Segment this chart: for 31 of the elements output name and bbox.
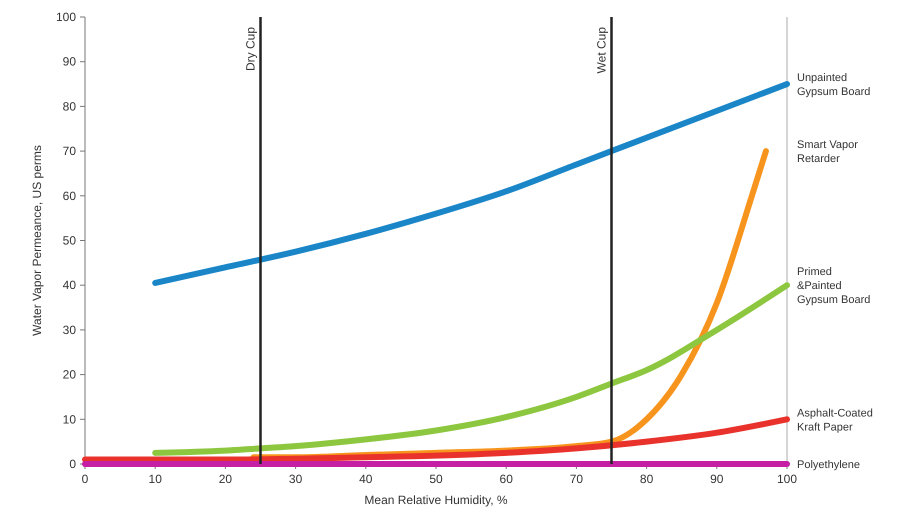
y-tick-label: 60 (62, 188, 76, 203)
x-tick-label: 10 (148, 472, 162, 486)
y-tick-label: 90 (62, 54, 76, 69)
ref-line-label: Dry Cup (244, 26, 258, 72)
y-tick-label: 80 (62, 99, 76, 114)
x-tick-label: 80 (640, 472, 654, 486)
x-tick-label: 30 (288, 472, 303, 486)
x-tick-label: 70 (570, 472, 584, 486)
x-tick-label: 90 (710, 472, 724, 486)
ref-line-label: Wet Cup (594, 26, 608, 74)
x-tick-label: 60 (500, 472, 514, 486)
y-tick-label: 0 (69, 457, 76, 471)
x-tick-label: 0 (82, 472, 89, 486)
series-label: Unpainted Gypsum Board (797, 72, 870, 98)
series-label: Asphalt-Coated Kraft Paper (797, 407, 873, 434)
y-tick-label: 100 (56, 10, 76, 24)
y-tick-label: 10 (62, 412, 76, 426)
x-tick-label: 100 (776, 472, 798, 486)
series-label: Polyethylene (797, 459, 860, 471)
x-axis-title: Mean Relative Humidity, % (364, 493, 508, 507)
y-tick-label: 40 (62, 278, 76, 292)
x-tick-label: 40 (359, 472, 373, 486)
y-tick-label: 70 (62, 144, 76, 158)
series-label: Primed &Painted Gypsum Board (797, 266, 870, 306)
x-tick-label: 50 (429, 472, 443, 486)
y-tick-label: 50 (62, 234, 76, 248)
x-tick-label: 20 (218, 472, 232, 486)
y-tick-label: 20 (62, 368, 76, 382)
y-axis-title: Water Vapor Permeance, US perms (30, 145, 44, 336)
y-tick-label: 30 (62, 322, 76, 337)
text: Smart Vapor Retarder (797, 139, 858, 166)
